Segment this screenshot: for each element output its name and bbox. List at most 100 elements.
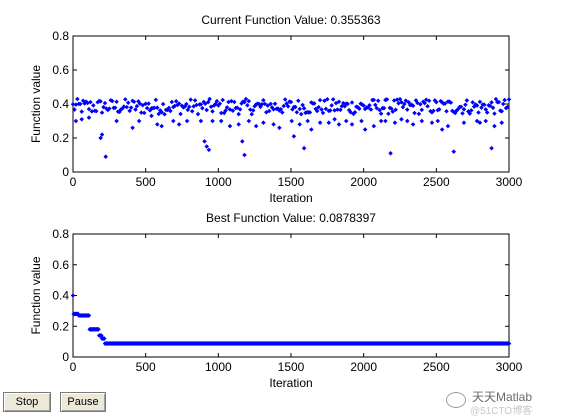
data-point	[207, 96, 212, 102]
data-point	[327, 108, 333, 113]
data-point	[289, 118, 294, 124]
data-point	[253, 123, 259, 129]
watermark: 天天Matlab @51CTO博客	[446, 388, 558, 417]
data-point	[403, 98, 409, 103]
data-point	[128, 105, 134, 110]
data-point	[153, 97, 159, 103]
data-point	[470, 100, 475, 105]
y-tick-label: 0.2	[52, 319, 69, 333]
data-point	[91, 103, 96, 108]
data-point	[198, 102, 204, 107]
data-point	[169, 99, 175, 105]
y-tick-label: 0.6	[52, 258, 69, 272]
wechat-icon	[446, 392, 466, 408]
data-point	[301, 145, 307, 151]
data-point	[220, 97, 225, 103]
data-point	[99, 132, 105, 137]
data-point	[259, 101, 265, 107]
data-point	[204, 107, 209, 113]
x-tick-label: 0	[70, 360, 77, 374]
watermark-text: 天天Matlab	[472, 390, 533, 404]
data-point	[435, 118, 441, 124]
data-point	[102, 100, 108, 106]
axes-box	[72, 233, 510, 358]
data-point	[98, 135, 103, 141]
data-point	[89, 109, 95, 114]
data-point	[224, 105, 230, 110]
y-axis-label: Function value	[29, 65, 43, 143]
data-point	[236, 122, 241, 127]
x-tick-label: 1000	[205, 360, 232, 374]
data-point	[301, 106, 307, 111]
x-tick-label: 1500	[278, 175, 305, 189]
data-point	[285, 104, 291, 109]
data-point	[436, 107, 442, 112]
x-axis-label: Iteration	[269, 191, 312, 205]
y-tick-label: 0.8	[52, 29, 69, 43]
data-point	[277, 125, 282, 131]
x-axis-label: Iteration	[269, 376, 312, 390]
best-value-plot: 0 500 1000 1500 2000 2500 3000 0 0.2 0.4 0.6 0.8 Bes…	[29, 211, 523, 390]
x-tick-label: 2500	[423, 175, 450, 189]
data-point	[149, 113, 154, 119]
data-point	[131, 99, 137, 105]
data-point	[386, 111, 391, 117]
y-tick-label: 0	[62, 165, 69, 179]
data-point	[144, 105, 150, 111]
y-tick-label: 0	[62, 350, 69, 364]
data-point	[368, 107, 374, 112]
x-tick-label: 500	[136, 360, 156, 374]
data-point	[236, 111, 241, 117]
data-point	[114, 99, 119, 105]
data-point	[136, 118, 142, 124]
x-tick-label: 2500	[423, 360, 450, 374]
data-point	[461, 120, 467, 125]
data-point	[402, 101, 407, 107]
data-point	[198, 118, 204, 124]
data-point	[249, 111, 255, 117]
data-point	[394, 97, 400, 102]
data-point	[477, 99, 483, 105]
y-tick-label: 0.8	[52, 227, 69, 241]
data-point	[123, 97, 128, 102]
data-point	[86, 115, 92, 120]
y-tick-label: 0.6	[52, 63, 69, 77]
data-point	[361, 103, 366, 108]
data-point	[419, 118, 425, 124]
data-point	[75, 96, 80, 102]
x-tick-label: 1500	[278, 360, 305, 374]
data-point	[237, 107, 243, 112]
x-tick-label: 3000	[496, 175, 523, 189]
data-point	[178, 111, 183, 117]
data-point	[103, 154, 108, 159]
data-point	[114, 118, 119, 124]
data-point	[86, 313, 92, 318]
data-point	[293, 104, 298, 110]
data-point	[335, 107, 340, 112]
data-point	[173, 99, 179, 104]
data-point	[72, 107, 77, 112]
chart-title: Best Function Value: 0.0878397	[206, 211, 376, 225]
x-tick-label: 1000	[205, 175, 232, 189]
pause-button[interactable]: Pause	[60, 392, 106, 412]
data-point	[195, 111, 201, 117]
data-point	[419, 107, 425, 113]
x-tick-label: 500	[136, 175, 156, 189]
data-point	[319, 107, 324, 112]
y-tick-label: 0.4	[52, 97, 69, 111]
stop-button[interactable]: Stop	[3, 392, 51, 412]
data-point	[506, 341, 512, 346]
data-point	[477, 120, 483, 125]
y-tick-label: 0.2	[52, 131, 69, 145]
data-point	[444, 108, 449, 114]
data-point	[377, 107, 382, 113]
data-point	[162, 111, 167, 117]
data-point	[101, 336, 107, 341]
data-point	[112, 105, 118, 110]
data-point	[93, 108, 99, 114]
x-tick-label: 2000	[350, 360, 377, 374]
data-point	[187, 104, 192, 110]
data-point	[410, 103, 416, 108]
x-tick-label: 0	[70, 175, 77, 189]
